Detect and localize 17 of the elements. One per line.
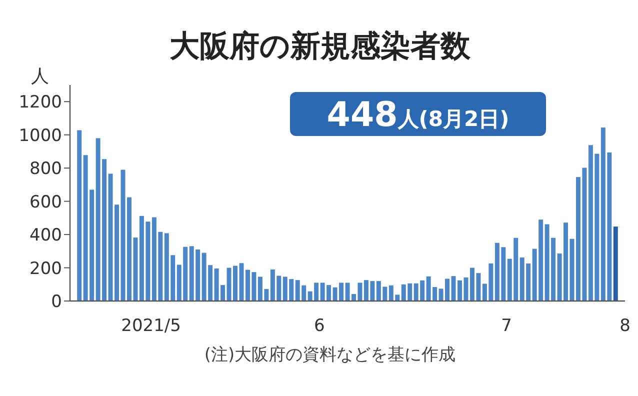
y-tick-label: 1000 — [18, 126, 62, 146]
y-tick-label: 800 — [30, 159, 62, 180]
x-tick-label: 8 — [620, 316, 630, 336]
x-tick-label: 2021/5 — [121, 316, 181, 336]
annotation: 448人(8月2日) — [326, 95, 510, 135]
chart-title: 大阪府の新規感染者数 — [170, 29, 472, 64]
x-tick-label: 7 — [501, 316, 512, 336]
y-tick-label: 0 — [51, 292, 62, 312]
bar — [77, 130, 82, 301]
y-tick-label: 600 — [30, 192, 62, 212]
y-tick-label: 400 — [30, 226, 62, 246]
y-axis-title: 人 — [31, 66, 49, 87]
x-tick-label: 6 — [314, 316, 325, 336]
text: (注)大阪府の資料などを基に作成 — [204, 345, 456, 365]
bar — [613, 226, 618, 301]
y-tick-label: 1200 — [18, 92, 62, 113]
y-tick-label: 200 — [30, 258, 62, 279]
